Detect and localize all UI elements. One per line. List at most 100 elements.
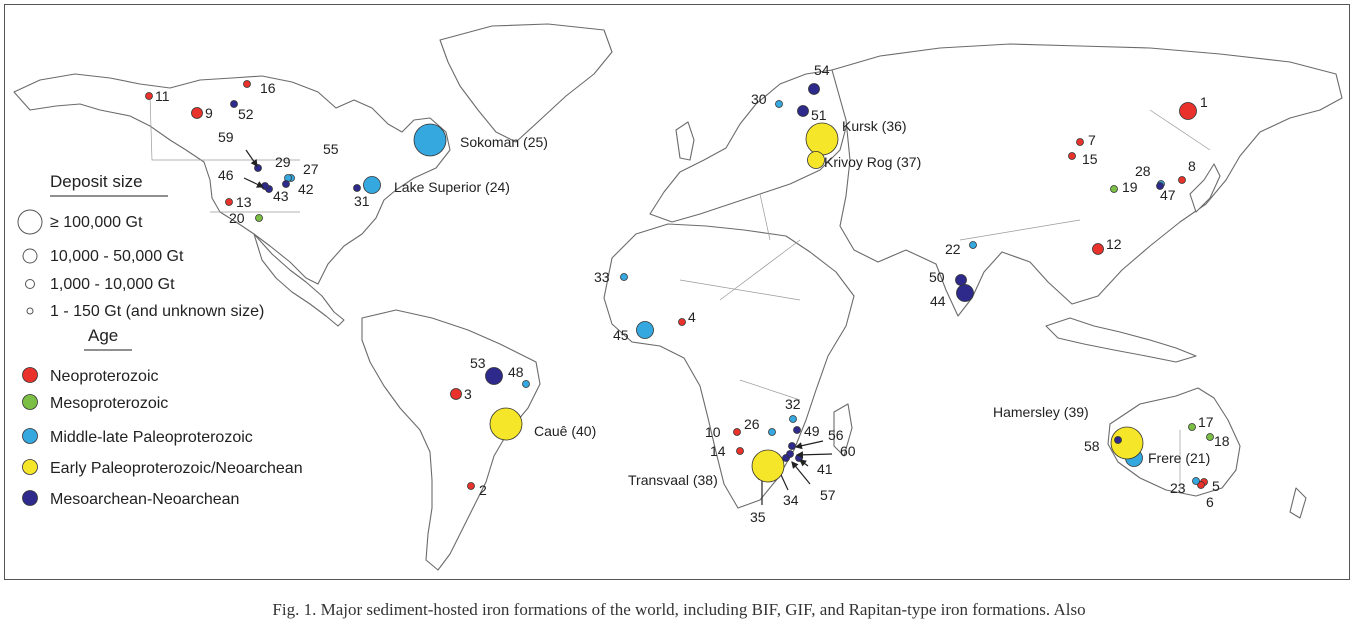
- deposit-label-44: 44: [930, 293, 946, 309]
- deposit-marker-58: [1114, 436, 1122, 444]
- deposit-label-47: 47: [1160, 187, 1176, 203]
- deposit-label-49: 49: [804, 423, 820, 439]
- australia-landmass: [1107, 387, 1241, 497]
- deposit-marker-8: [1178, 176, 1186, 184]
- deposit-marker-2: [467, 482, 475, 490]
- deposit-label-16: 16: [260, 80, 276, 96]
- deposit-label-60: 60: [840, 443, 856, 459]
- deposit-marker-19: [1110, 185, 1118, 193]
- deposit-label-33: 33: [594, 269, 610, 285]
- deposit-label-8: 8: [1188, 158, 1196, 174]
- deposit-marker-42: [282, 180, 290, 188]
- deposit-marker-51: [797, 105, 809, 117]
- deposit-label-3: 3: [464, 386, 472, 402]
- deposit-marker-17: [1188, 423, 1196, 431]
- deposit-marker-26: [768, 428, 776, 436]
- deposit-label-52: 52: [238, 106, 254, 122]
- deposit-marker-50: [955, 274, 967, 286]
- deposit-marker-53: [485, 367, 503, 385]
- greenland-landmass: [439, 23, 613, 143]
- deposit-label-46: 46: [218, 167, 234, 183]
- deposit-label-cau-40: Cauê (40): [534, 423, 596, 439]
- deposit-marker-47: [1156, 182, 1164, 190]
- deposit-label-17: 17: [1198, 414, 1214, 430]
- deposit-label-krivoy-rog-37: Krivoy Rog (37): [824, 154, 921, 170]
- deposit-marker-52: [230, 100, 238, 108]
- britain-landmass: [675, 121, 695, 161]
- legend-age-label-5: Mesoarchean-Neoarchean: [50, 491, 239, 508]
- deposit-marker-3: [450, 388, 462, 400]
- deposit-marker-46: [261, 182, 269, 190]
- deposit-marker-11: [145, 92, 153, 100]
- deposit-marker-1: [1179, 102, 1197, 120]
- deposit-marker-13: [225, 198, 233, 206]
- deposit-label-57: 57: [820, 487, 836, 503]
- legend-age-swatch-2: [22, 394, 38, 410]
- legend-size-label-3: 1,000 - 10,000 Gt: [50, 276, 175, 293]
- legend-size-symbol-4: [26, 307, 34, 315]
- deposit-marker-31: [353, 184, 361, 192]
- deposit-label-27: 27: [303, 161, 319, 177]
- legend-age-title: Age: [88, 326, 118, 345]
- deposit-marker-sokoman-25: [413, 123, 447, 157]
- deposit-label-23: 23: [1170, 480, 1186, 496]
- deposit-label-54: 54: [814, 62, 830, 78]
- country-borders: [149, 95, 1211, 490]
- legend-age-swatch-3: [22, 428, 38, 444]
- deposit-label-51: 51: [811, 107, 827, 123]
- legend-size-symbol-3: [25, 279, 35, 289]
- deposit-label-58: 58: [1084, 438, 1100, 454]
- deposit-label-19: 19: [1122, 179, 1138, 195]
- deposit-label-29: 29: [275, 154, 291, 170]
- deposit-marker-22: [969, 241, 977, 249]
- leader-arrow-57: [791, 461, 811, 485]
- legend-age-swatch-5: [22, 490, 38, 506]
- legend-age-label-4: Early Paleoproterozoic/Neoarchean: [50, 460, 303, 477]
- asia-landmass: [831, 43, 1343, 317]
- deposit-marker-44: [956, 284, 974, 302]
- deposit-marker-4: [678, 318, 686, 326]
- deposit-label-6: 6: [1206, 494, 1214, 510]
- new-zealand-landmass: [1289, 487, 1307, 519]
- deposit-marker-kursk-36: [805, 122, 839, 156]
- legend-size-symbol-2: [22, 248, 38, 264]
- deposit-label-lake-superior-24: Lake Superior (24): [394, 179, 510, 195]
- madagascar-landmass: [833, 403, 853, 457]
- legend-size-label-4: 1 - 150 Gt (and unknown size): [50, 303, 264, 320]
- deposit-label-9: 9: [205, 105, 213, 121]
- deposit-label-15: 15: [1082, 151, 1098, 167]
- deposit-label-12: 12: [1106, 236, 1122, 252]
- indonesia-landmass: [1045, 317, 1197, 363]
- deposit-marker-49: [793, 426, 801, 434]
- deposit-marker-14: [736, 447, 744, 455]
- deposit-label-56: 56: [828, 427, 844, 443]
- figure-caption: Fig. 1. Major sediment-hosted iron forma…: [272, 600, 1086, 619]
- deposit-marker-45: [636, 321, 654, 339]
- deposit-label-50: 50: [929, 269, 945, 285]
- deposit-label-45: 45: [613, 327, 629, 343]
- deposit-label-hamersley-39: Hamersley (39): [993, 404, 1089, 420]
- deposit-label-transvaal-38: Transvaal (38): [628, 472, 718, 488]
- north-america-landmass: [13, 73, 451, 285]
- deposit-label-53: 53: [470, 355, 486, 371]
- deposit-label-sokoman-25: Sokoman (25): [460, 134, 548, 150]
- deposit-marker-56: [788, 442, 796, 450]
- deposit-marker-59: [254, 164, 262, 172]
- deposit-label-20: 20: [229, 210, 245, 226]
- deposit-label-1: 1: [1200, 94, 1208, 110]
- deposit-label-32: 32: [785, 396, 801, 412]
- legend: Deposit size ≥ 100,000 Gt 10,000 - 50,000 …: [17, 172, 303, 508]
- deposit-marker-60: [786, 450, 794, 458]
- deposit-marker-12: [1092, 243, 1104, 255]
- deposit-marker-6: [1197, 481, 1205, 489]
- deposit-marker-7: [1076, 138, 1084, 146]
- deposit-marker-33: [620, 273, 628, 281]
- deposit-label-35: 35: [750, 509, 766, 525]
- deposit-label-34: 34: [783, 492, 799, 508]
- deposit-label-43: 43: [273, 188, 289, 204]
- legend-age-label-1: Neoproterozoic: [50, 368, 159, 385]
- leader-arrow-41: [799, 459, 809, 467]
- deposit-marker-30: [775, 100, 783, 108]
- deposit-marker-48: [522, 380, 530, 388]
- deposit-label-55: 55: [323, 141, 339, 157]
